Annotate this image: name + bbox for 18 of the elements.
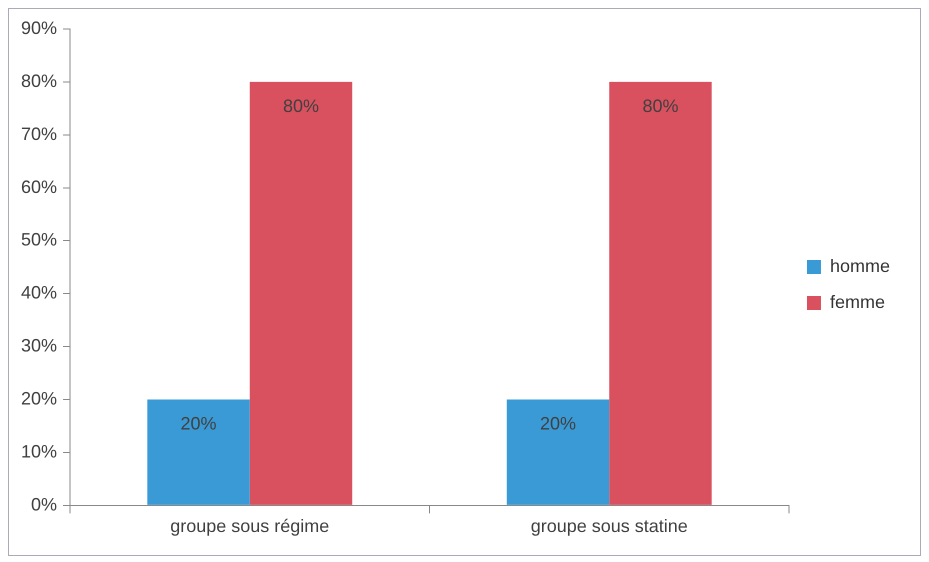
x-tick-label: groupe sous statine xyxy=(530,516,688,536)
y-tick-label: 20% xyxy=(20,388,58,408)
x-tick-label: groupe sous régime xyxy=(170,516,330,536)
y-tick-label: 30% xyxy=(20,336,58,356)
y-tick-label: 50% xyxy=(20,230,58,250)
legend-label: homme xyxy=(830,256,890,276)
y-tick-label: 40% xyxy=(20,282,58,303)
y-tick-label: 70% xyxy=(20,124,58,144)
data-label: 20% xyxy=(540,414,576,434)
legend-label: femme xyxy=(830,292,885,312)
data-label: 80% xyxy=(282,96,320,116)
y-tick-label: 90% xyxy=(20,18,58,38)
data-label: 20% xyxy=(180,414,217,434)
data-label: 80% xyxy=(642,96,678,116)
y-tick-label: 80% xyxy=(20,70,58,91)
y-tick-label: 60% xyxy=(20,176,58,197)
y-tick-label: 10% xyxy=(20,441,58,462)
y-tick-label: 0% xyxy=(31,494,58,514)
